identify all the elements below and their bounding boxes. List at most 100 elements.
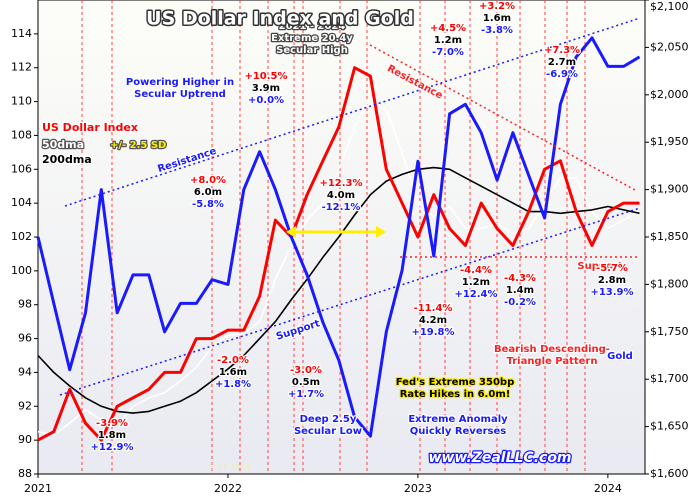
series-line	[36, 36, 641, 438]
annotation-line: Secular Uptrend	[134, 89, 226, 100]
yellow-arrow	[286, 226, 386, 238]
annotation-line: Extreme 20.4y	[271, 33, 353, 44]
annotation-line: 4.0m	[327, 190, 355, 201]
annotation: -4.4%1.2m+12.4%	[453, 264, 499, 302]
annotation-line: +3.2%	[479, 1, 515, 12]
annotation-line: 6.0m	[194, 187, 222, 198]
y2-tick-label: $2,000	[650, 88, 689, 101]
annotation-line: 2.14.2024	[210, 463, 251, 472]
y2-tick-label: $1,600	[650, 467, 689, 480]
annotation-line: +8.0%	[190, 175, 226, 186]
annotation-line: +10.5%	[244, 71, 287, 82]
y-tick-label: 114	[11, 27, 32, 40]
annotation-line: Rate Hikes in 6.0m!	[400, 389, 511, 400]
annotation-line: www.ZealLLC.com	[428, 450, 571, 466]
annotation-line: Support	[577, 261, 622, 272]
event-markers	[81, 0, 586, 474]
annotation-line: +7.3%	[544, 45, 580, 56]
annotation-line: Gold	[607, 351, 633, 362]
annotation-line: Quickly Reverses	[410, 426, 507, 437]
x-tick-label: 2024	[594, 482, 622, 495]
annotation-line: -4.4%	[460, 265, 492, 276]
annotation-line: -3.0%	[290, 365, 322, 376]
annotation: +7.3%2.7m-6.9%	[543, 44, 582, 82]
annotation-line: Deep 2.5y	[300, 414, 357, 425]
series-layer	[36, 36, 641, 442]
y-tick-label: 110	[11, 95, 32, 108]
y2-tick-label: $2,100	[650, 0, 689, 13]
y-tick-label: 102	[11, 230, 32, 243]
annotation-line: 1.8m	[98, 430, 126, 441]
annotation-line: 3.9m	[252, 83, 280, 94]
y-tick-label: 88	[18, 467, 32, 480]
annotation: -11.4%4.2m+19.8%	[410, 302, 456, 340]
series-line	[37, 66, 640, 442]
legend-entry: 200dma	[42, 153, 92, 166]
x-tick-label: 2021	[24, 482, 52, 495]
annotation-line: 2.8m	[598, 275, 626, 286]
annotation: +4.5%1.2m-7.0%	[429, 22, 468, 60]
legend-entry: 50dma	[42, 138, 84, 151]
y-tick-label: 100	[11, 264, 32, 277]
y2-tick-label: $1,950	[650, 135, 689, 148]
annotation: Gold	[606, 350, 634, 364]
annotation-line: +4.5%	[430, 23, 466, 34]
x-tick-label: 2022	[214, 482, 242, 495]
annotation-line: -0.2%	[504, 297, 536, 308]
annotation-line: +19.8%	[411, 327, 454, 338]
annotation-line: Bearish Descending-	[494, 344, 610, 355]
y2-tick-label: $1,750	[650, 325, 689, 338]
legend-entry: US Dollar Index	[42, 121, 138, 134]
annotation-line: 1.6m	[219, 367, 247, 378]
annotation: -3.9%1.8m+12.9%	[89, 417, 135, 455]
y2-tick-label: $1,700	[650, 372, 689, 385]
trend-lines	[59, 17, 641, 396]
annotation-line: +0.0%	[248, 95, 284, 106]
annotation-line: Extreme Anomaly	[408, 414, 508, 425]
annotation-line: +1.8%	[215, 379, 251, 390]
annotation: Support	[576, 260, 624, 274]
annotation: -2.0%1.6m+1.8%	[214, 354, 253, 392]
annotation-line: 0.5m	[292, 377, 320, 388]
annotation-line: +12.9%	[90, 442, 133, 453]
annotation-line: -5.7%	[596, 263, 628, 274]
annotation-line: 4.2m	[419, 315, 447, 326]
y-tick-label: 108	[11, 128, 32, 141]
annotation-line: Fed's Extreme 350bp	[396, 377, 515, 388]
annotation-line: -4.3%	[504, 273, 536, 284]
y-tick-label: 106	[11, 162, 32, 175]
annotation-line: -3.8%	[481, 25, 513, 36]
annotation-line: Powering Higher in	[126, 77, 234, 88]
annotation: +3.2%1.6m-3.8%	[478, 0, 517, 37]
x-tick-label: 2023	[404, 482, 432, 495]
annotation-line: Secular High	[276, 45, 348, 56]
y-tick-label: 90	[18, 433, 32, 446]
annotation: +12.3%4.0m-12.1%	[318, 177, 364, 215]
annotation-line: +12.3%	[319, 178, 362, 189]
annotation-line: -11.4%	[414, 303, 453, 314]
annotation: -5.7%2.8m+13.9%	[589, 262, 635, 300]
annotation-line: 1.6m	[483, 13, 511, 24]
y-tick-label: 92	[18, 399, 32, 412]
y-tick-label: 98	[18, 298, 32, 311]
annotation-line: Secular Low	[294, 426, 362, 437]
annotation: -4.3%1.4m-0.2%	[503, 272, 537, 310]
annotation-line: +/- 2.5 SD	[110, 140, 166, 151]
annotation: +/- 2.5 SD	[109, 139, 168, 153]
y2-tick-label: $1,800	[650, 277, 689, 290]
annotation: Bearish Descending-Triangle Pattern	[493, 343, 611, 369]
y-tick-label: 94	[18, 365, 32, 378]
annotation-line: -6.9%	[546, 69, 578, 80]
y-tick-label: 104	[11, 196, 32, 209]
annotation-line: -7.0%	[432, 47, 464, 58]
annotation-line: 2021 - 2024	[279, 21, 346, 32]
y-tick-label: 96	[18, 332, 32, 345]
annotation: +10.5%3.9m+0.0%	[243, 70, 289, 108]
annotation-line: +1.7%	[288, 389, 324, 400]
